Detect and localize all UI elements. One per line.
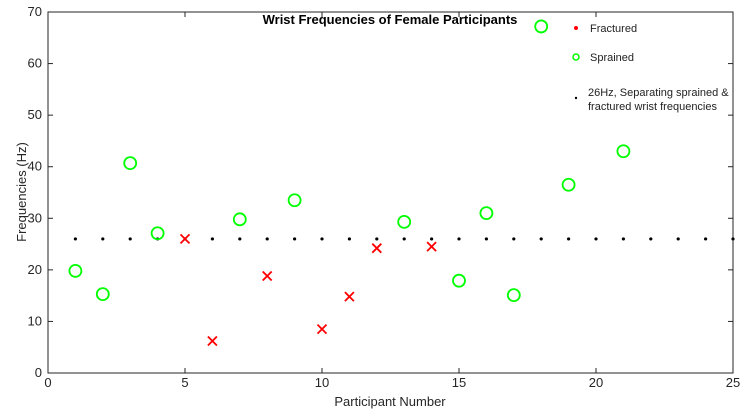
x-tick-label: 25 bbox=[726, 375, 740, 390]
legend-label-threshold-line1: 26Hz, Separating sprained & bbox=[588, 87, 729, 99]
y-axis-label: Frequencies (Hz) bbox=[14, 142, 29, 242]
threshold-point bbox=[128, 237, 132, 241]
threshold-point bbox=[320, 237, 324, 241]
legend-marker-sprained bbox=[572, 53, 580, 61]
threshold-point bbox=[347, 237, 351, 241]
legend-item-threshold: 26Hz, Separating sprained & fractured wr… bbox=[574, 87, 729, 113]
threshold-point bbox=[594, 237, 598, 241]
threshold-point bbox=[621, 237, 626, 241]
legend-item-sprained: Sprained bbox=[572, 52, 634, 64]
threshold-point bbox=[265, 237, 269, 241]
x-tick-label: 10 bbox=[315, 375, 329, 390]
sprained-point bbox=[95, 287, 110, 301]
y-tick-label: 70 bbox=[28, 4, 42, 19]
fractured-point bbox=[344, 291, 355, 302]
threshold-point bbox=[704, 237, 708, 241]
y-tick-label: 40 bbox=[28, 159, 42, 174]
sprained-point bbox=[232, 212, 247, 227]
sprained-point bbox=[616, 144, 631, 159]
threshold-point bbox=[649, 237, 653, 241]
threshold-point bbox=[73, 237, 77, 241]
y-tick-label: 30 bbox=[28, 210, 42, 225]
threshold-point bbox=[238, 237, 242, 241]
threshold-point bbox=[101, 237, 105, 241]
sprained-point bbox=[561, 177, 576, 192]
sprained-point bbox=[287, 193, 302, 208]
sprained-point bbox=[479, 206, 494, 221]
x-tick-label: 15 bbox=[452, 375, 466, 390]
threshold-point bbox=[457, 237, 461, 241]
legend-label-threshold-line2: fractured wrist frequencies bbox=[588, 101, 717, 113]
plot-area bbox=[47, 11, 734, 374]
threshold-dots bbox=[73, 237, 735, 241]
x-tick-label: 5 bbox=[181, 375, 188, 390]
y-tick-label: 20 bbox=[28, 262, 42, 277]
legend-label-sprained: Sprained bbox=[590, 52, 634, 64]
y-tick-label: 50 bbox=[28, 107, 42, 122]
y-tick-label: 10 bbox=[28, 313, 42, 328]
axis-ticks: 0 5 10 15 20 25 0 10 20 30 40 50 60 70 bbox=[28, 4, 741, 390]
data-points bbox=[68, 19, 631, 347]
y-tick-label: 0 bbox=[35, 365, 42, 380]
legend: Fractured Sprained 26Hz, Separating spra… bbox=[572, 23, 729, 113]
threshold-point bbox=[375, 237, 379, 241]
sprained-point bbox=[506, 288, 521, 303]
threshold-point bbox=[676, 237, 680, 241]
sprained-point bbox=[452, 273, 466, 288]
sprained-point bbox=[123, 156, 138, 171]
fractured-point bbox=[179, 233, 191, 245]
fractured-point bbox=[262, 270, 273, 282]
threshold-point bbox=[539, 237, 543, 241]
fractured-point bbox=[207, 335, 218, 347]
x-axis-label: Participant Number bbox=[334, 394, 446, 409]
sprained-point bbox=[150, 226, 165, 241]
fractured-point bbox=[426, 241, 437, 252]
threshold-point bbox=[567, 237, 571, 241]
threshold-point bbox=[293, 237, 297, 241]
chart-title: Wrist Frequencies of Female Participants bbox=[263, 12, 518, 27]
sprained-point bbox=[68, 263, 83, 278]
threshold-point bbox=[484, 237, 488, 241]
legend-item-fractured: Fractured bbox=[574, 23, 637, 35]
threshold-point bbox=[430, 237, 434, 241]
legend-marker-threshold bbox=[574, 96, 578, 100]
fractured-point bbox=[316, 324, 328, 335]
legend-label-fractured: Fractured bbox=[590, 23, 637, 35]
sprained-point bbox=[534, 19, 549, 34]
y-tick-label: 60 bbox=[28, 56, 42, 71]
legend-marker-fractured bbox=[574, 26, 578, 30]
sprained-point bbox=[397, 214, 412, 229]
threshold-point bbox=[210, 237, 214, 241]
threshold-point bbox=[731, 237, 735, 241]
threshold-point bbox=[402, 237, 406, 241]
fractured-point bbox=[371, 243, 382, 254]
x-tick-label: 20 bbox=[589, 375, 603, 390]
x-tick-label: 0 bbox=[44, 375, 51, 390]
threshold-point bbox=[512, 237, 516, 241]
